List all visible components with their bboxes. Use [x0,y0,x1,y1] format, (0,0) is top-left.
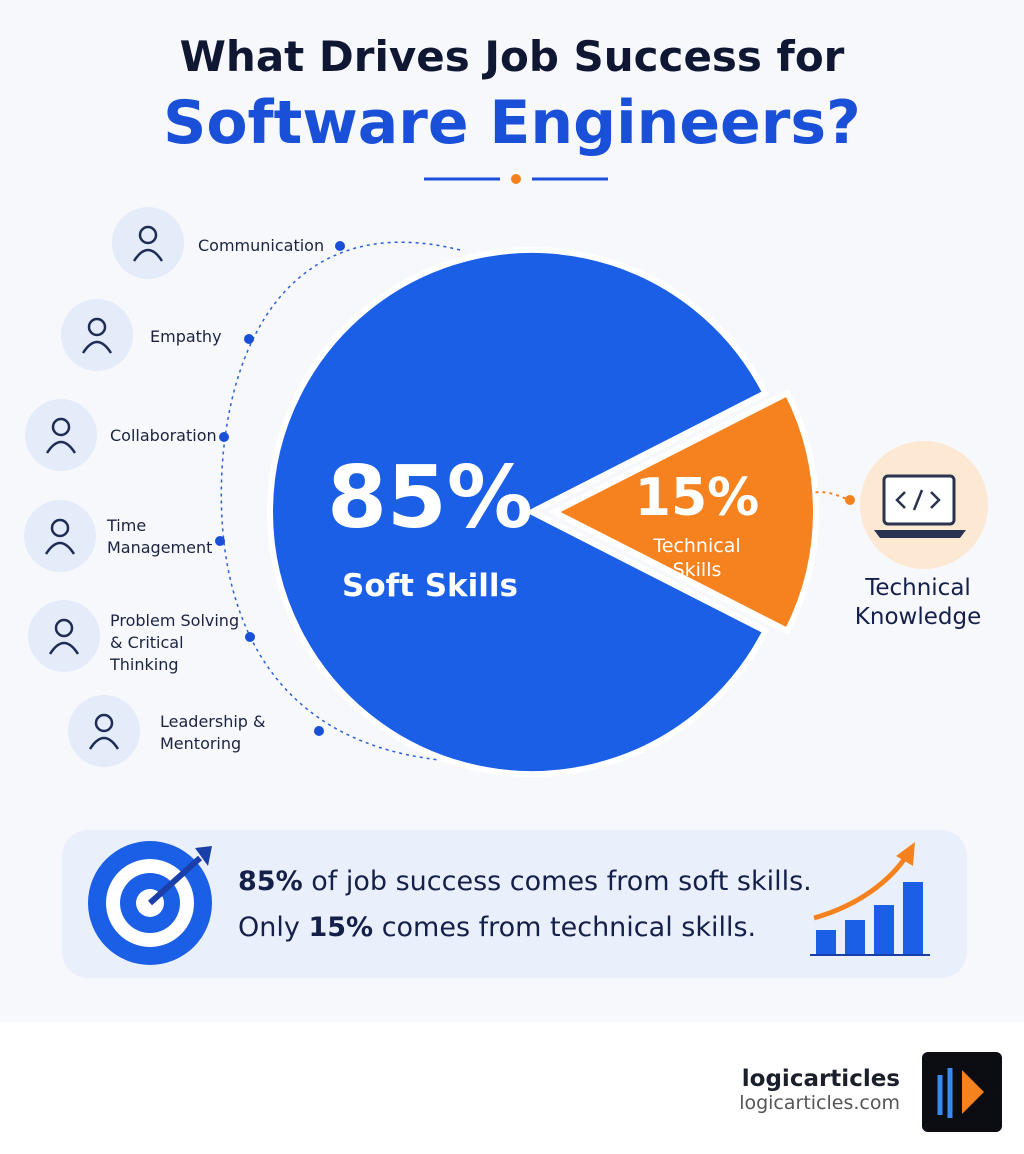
growth-icon [810,842,930,956]
data-label: 15% [634,468,760,528]
callout-text: of job success comes from soft skills. [311,866,812,897]
callout-text: comes from technical skills. [381,912,757,943]
skill-label: Problem Solving & Critical Thinking [110,611,240,674]
chart-subtitle: Software Engineers? [163,88,861,158]
laptop-base [874,530,966,538]
slice-label: Technical Skills [653,535,741,581]
skill-icon [132,248,164,262]
callout-box [62,830,967,978]
skill-label: Collaboration [110,426,217,445]
chart-title: What Drives Job Success for [179,32,845,81]
callout-text: Only [238,912,300,943]
skill-icon [48,641,80,655]
skill-dot [335,241,345,251]
pie [267,247,819,777]
skill-label: Communication [198,236,325,255]
skill-dot [219,432,229,442]
skill-label: Leadership & Mentoring [160,712,266,753]
skill-icon [87,317,107,337]
connector-arc [220,241,461,761]
skill-icon [50,518,70,538]
tech-label: Technical Knowledge [854,575,982,630]
skill-icon [81,340,113,354]
skill-icon [94,713,114,733]
skill-icon [88,736,120,750]
brand-url: logicarticles.com [739,1092,900,1114]
code-glyph [895,489,941,511]
skill-icon [54,618,74,638]
arrow-icon [195,846,212,866]
skill-dot [215,536,225,546]
arrow-icon [147,855,203,906]
data-label: 85% [327,448,533,548]
brand-logo-mark [962,1070,984,1114]
callout-line: 85% of job success comes from soft skill… [238,866,812,897]
callout-line: Only 15% comes from technical skills. [238,912,756,943]
skill-dot [314,726,324,736]
skill-icon [45,440,77,454]
connector-dot [845,495,855,505]
pie-slice [547,389,819,635]
skill-label: Time Management [107,516,213,557]
callout-bold: 85% [238,866,303,897]
slice-label: Soft Skills [342,568,518,604]
brand-logo-mark [937,1068,953,1118]
skill-icon [138,225,158,245]
skill-label: Empathy [150,327,222,346]
footer-band [0,1022,1024,1154]
divider-dot [511,174,521,184]
pie-slice [267,247,770,777]
skill-icon [51,417,71,437]
brand-name: logicarticles [741,1066,900,1092]
skill-icon [44,541,76,555]
skill-dot [244,334,254,344]
skill-dot [245,632,255,642]
callout-bold: 15% [308,912,374,943]
